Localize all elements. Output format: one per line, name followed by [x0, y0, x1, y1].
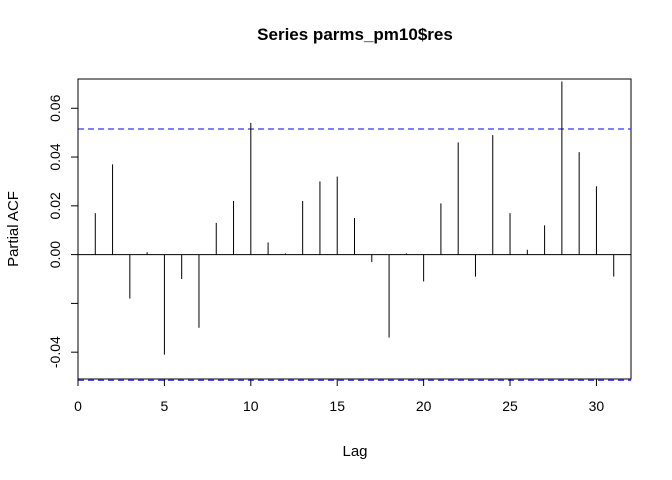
y-axis: -0.04 0.00 0.02 0.04 0.06 [47, 94, 79, 368]
y-axis-label: Partial ACF [5, 191, 22, 267]
x-axis: 0 5 10 15 20 25 30 [74, 378, 605, 414]
y-tick-label: -0.04 [47, 336, 63, 368]
x-tick-label: 20 [416, 398, 432, 414]
y-tick-label: 0.04 [47, 143, 63, 170]
pacf-bars [94, 81, 615, 355]
x-tick-label: 30 [589, 398, 605, 414]
x-tick-label: 5 [161, 398, 169, 414]
y-tick-label: 0.06 [47, 94, 63, 121]
confidence-bands [78, 128, 631, 381]
x-tick-label: 0 [74, 398, 82, 414]
x-tick-label: 25 [502, 398, 518, 414]
x-tick-label: 10 [243, 398, 259, 414]
y-tick-label: 0.00 [47, 241, 63, 268]
x-axis-label: Lag [342, 443, 367, 460]
y-tick-label: 0.02 [47, 192, 63, 219]
x-tick-label: 15 [329, 398, 345, 414]
chart-title: Series parms_pm10$res [257, 25, 453, 44]
